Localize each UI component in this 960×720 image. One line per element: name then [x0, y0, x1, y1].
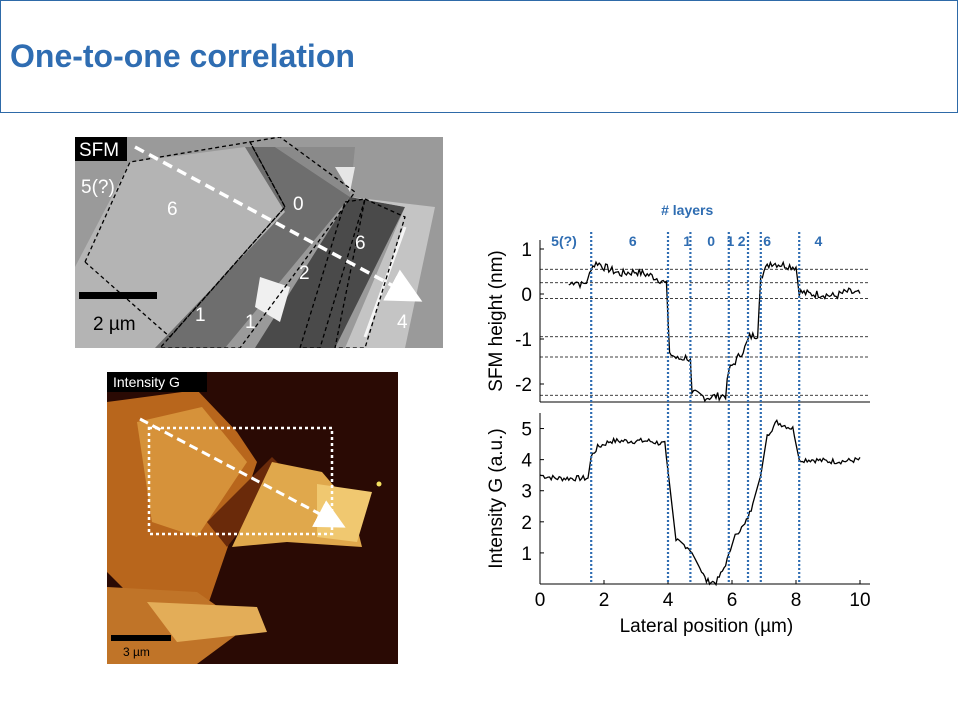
bottom-y-tick-label: 5	[521, 420, 532, 441]
top-y-tick-label: -1	[515, 330, 532, 351]
raman-tag: Intensity G	[113, 374, 180, 390]
sfm-scale-label: 2 µm	[93, 314, 136, 335]
layer-label: 1	[727, 233, 735, 249]
flake-0	[275, 147, 355, 197]
bright-spot	[335, 167, 355, 192]
region-label: 1	[195, 305, 206, 326]
raman-dot	[376, 481, 382, 487]
region-label: 6	[167, 199, 178, 220]
intensity-g-series	[539, 419, 861, 587]
sfm-tag-bg	[75, 137, 127, 161]
x-axis-label: Lateral position (µm)	[620, 616, 794, 637]
raman-image: Intensity G 3 µm	[107, 372, 398, 664]
top-y-tick-label: -2	[515, 375, 532, 396]
x-tick-label: 10	[849, 590, 870, 611]
sfm-image: SFM 2 µm 5(?) 6 0 6 2 1 1 4	[75, 137, 443, 348]
outline-2	[299, 198, 366, 348]
layer-label: 0	[707, 233, 715, 249]
region-label: 0	[293, 194, 304, 215]
x-tick-label: 6	[727, 590, 738, 611]
bottom-y-tick-label: 1	[521, 544, 532, 565]
bright-debris	[255, 277, 290, 322]
x-tick-label: 8	[791, 590, 802, 611]
x-ticks: 0 2 4 6 8 10	[535, 580, 871, 611]
region-label: 5(?)	[81, 177, 115, 198]
layer-label: 4	[815, 233, 823, 249]
raman-scale-bar	[111, 635, 171, 641]
region-label: 1	[245, 312, 256, 333]
title-bar	[0, 0, 958, 113]
outline-6	[84, 141, 286, 338]
raman-roi-box	[147, 426, 334, 536]
region-label: 2	[299, 263, 310, 284]
raman-scan-arrow	[139, 417, 346, 528]
layer-label: 6	[763, 233, 771, 249]
scan-arrow	[134, 145, 423, 302]
reference-levels	[540, 268, 870, 396]
bottom-y-label: Intensity G (a.u.)	[486, 428, 507, 568]
layer-labels: 5(?) 6 1 0 1 2 6 4	[551, 233, 822, 249]
region-label: 6	[355, 233, 366, 254]
bottom-y-tick-label: 4	[521, 451, 532, 472]
layer-boundaries	[590, 232, 801, 584]
bottom-axes	[539, 413, 870, 585]
top-y-ticks: 1 0 -1 -2	[515, 240, 544, 396]
x-tick-label: 4	[663, 590, 674, 611]
raman-tag-bg	[107, 372, 207, 392]
sfm-tag: SFM	[79, 140, 119, 161]
raman-flake-bottom-bright	[147, 602, 267, 642]
x-tick-label: 2	[599, 590, 610, 611]
region-label: 4	[397, 312, 408, 333]
raman-flake-6	[137, 407, 247, 537]
bottom-y-ticks: 1 2 3 4 5	[521, 420, 544, 565]
flake-2	[255, 197, 405, 348]
bottom-y-tick-label: 3	[521, 482, 532, 503]
top-y-tick-label: 0	[521, 285, 532, 306]
slide-title: One-to-one correlation	[10, 38, 355, 74]
layer-label: 6	[629, 233, 637, 249]
raman-scale-label: 3 µm	[123, 645, 150, 659]
top-axes	[539, 240, 870, 403]
bottom-y-tick-label: 2	[521, 513, 532, 534]
top-y-tick-label: 1	[521, 240, 532, 261]
outline-6-right	[334, 198, 406, 348]
top-y-label: SFM height (nm)	[486, 250, 507, 391]
layer-label: 2	[738, 233, 746, 249]
sfm-height-series	[568, 260, 861, 403]
layer-label: 5(?)	[551, 233, 577, 249]
x-tick-label: 0	[535, 590, 546, 611]
layers-title: # layers	[661, 202, 713, 218]
layer-label: 1	[683, 233, 691, 249]
sfm-scale-bar	[79, 292, 157, 299]
